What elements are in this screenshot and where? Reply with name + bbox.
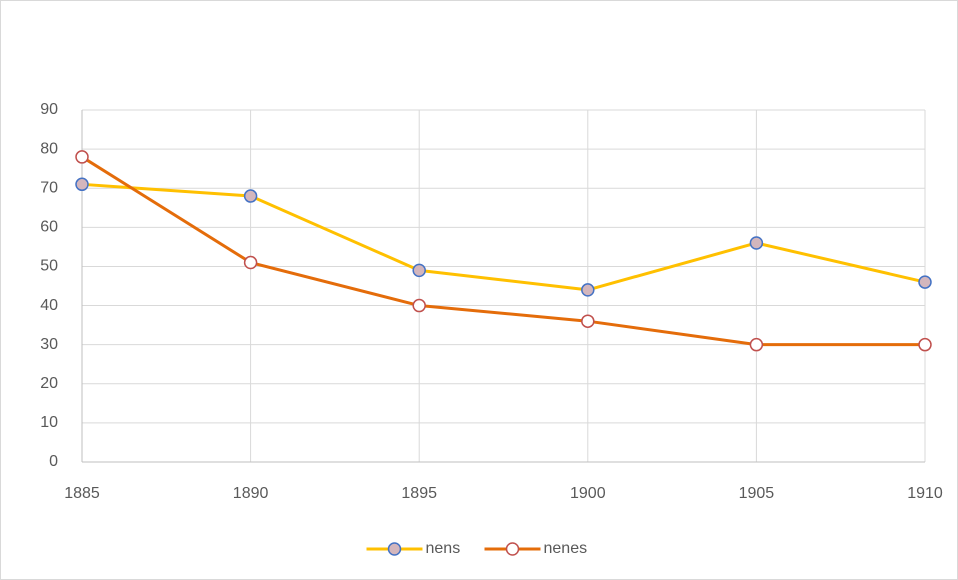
y-tick-label: 30 <box>40 336 58 353</box>
x-tick-label: 1900 <box>570 485 606 502</box>
x-tick-label: 1885 <box>64 485 100 502</box>
y-tick-label: 70 <box>40 179 58 196</box>
y-tick-label: 50 <box>40 258 58 275</box>
x-tick-label: 1895 <box>401 485 437 502</box>
marker <box>412 298 426 313</box>
marker <box>581 314 595 328</box>
marker <box>918 337 932 352</box>
y-tick-label: 20 <box>40 375 58 392</box>
marker <box>243 255 258 270</box>
y-tick-label: 80 <box>40 140 58 157</box>
x-tick-label: 1910 <box>907 485 943 502</box>
series-line <box>81 155 925 347</box>
marker <box>749 337 764 352</box>
marker <box>412 263 426 278</box>
y-tick-label: 10 <box>40 414 58 431</box>
marker <box>243 189 258 203</box>
legend-marker <box>387 542 402 556</box>
marker <box>918 275 932 289</box>
y-tick-label: 40 <box>40 297 58 314</box>
legend-label: nens <box>426 540 461 557</box>
y-tick-label: 90 <box>40 101 58 118</box>
y-tick-label: 0 <box>49 453 58 470</box>
x-tick-label: 1890 <box>233 485 269 502</box>
marker <box>581 283 595 297</box>
marker <box>749 236 764 250</box>
legend-marker <box>505 542 520 556</box>
y-tick-label: 60 <box>40 219 58 236</box>
x-tick-label: 1905 <box>739 485 775 502</box>
marker <box>75 177 89 192</box>
series-line <box>81 182 926 292</box>
legend-label: nenes <box>544 540 588 557</box>
marker <box>75 150 89 164</box>
